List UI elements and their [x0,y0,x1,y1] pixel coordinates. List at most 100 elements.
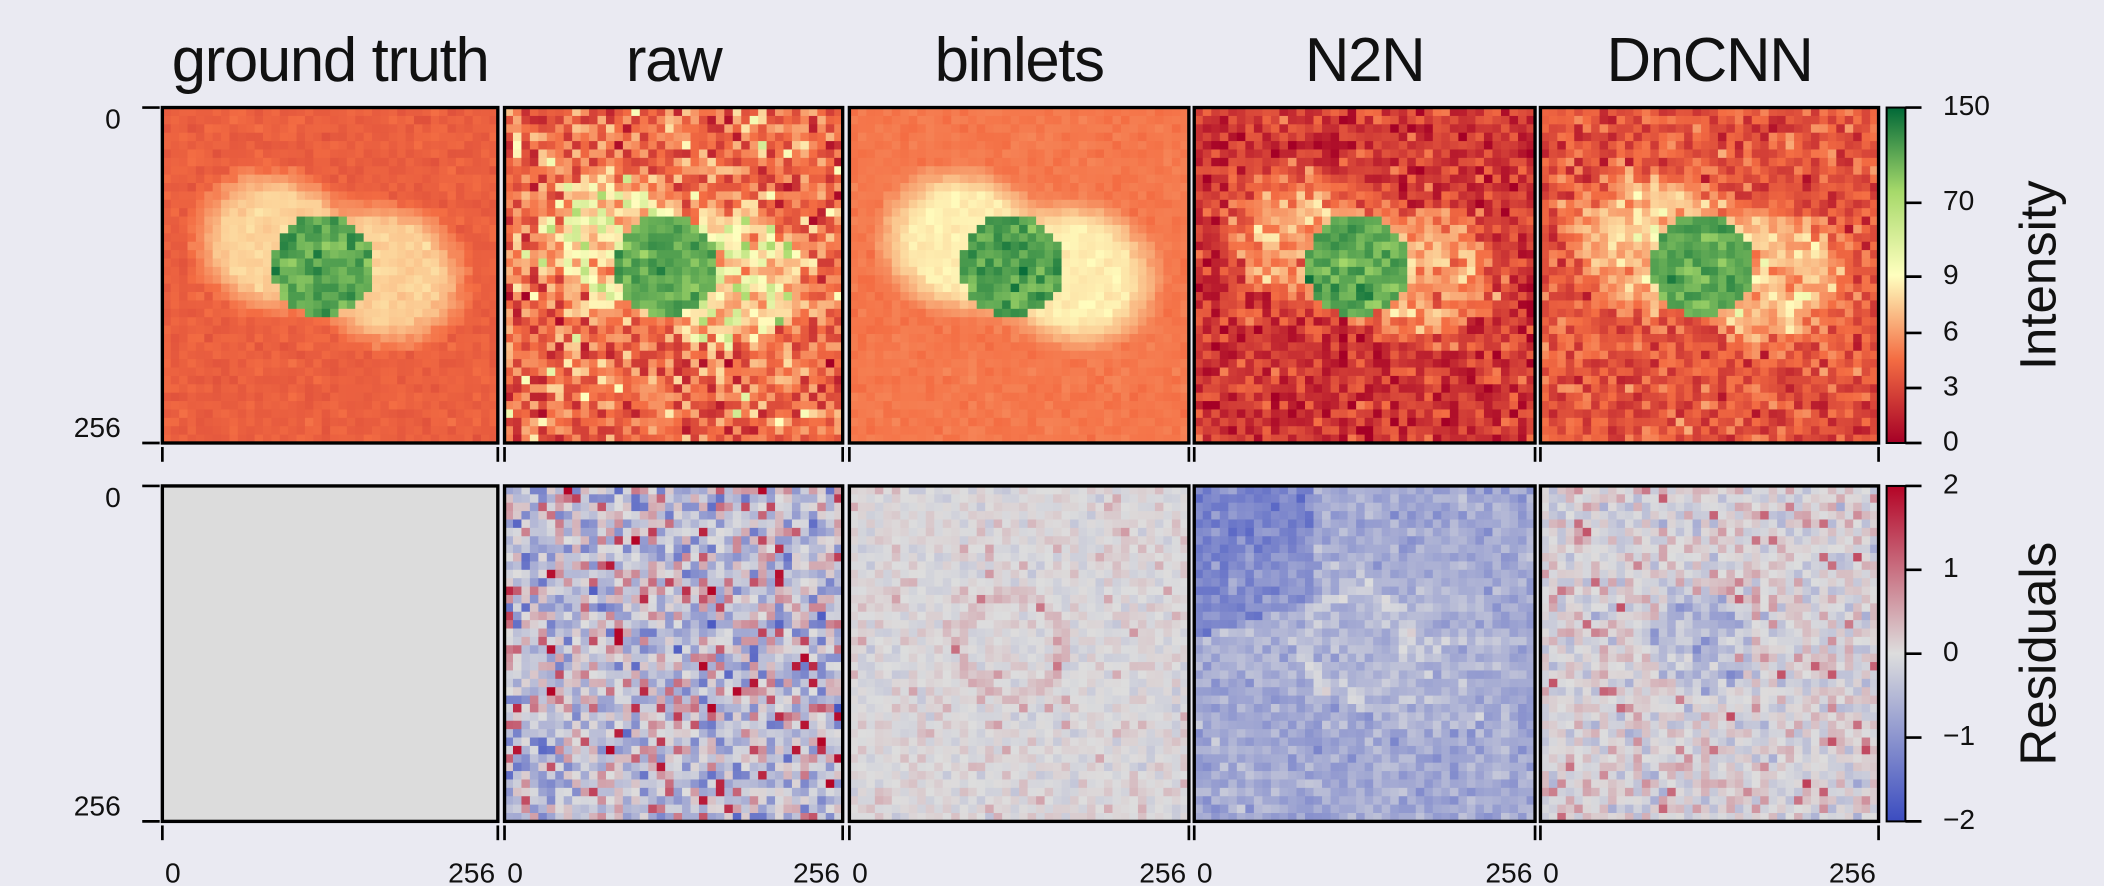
pixel [221,258,230,267]
pixel [648,578,657,587]
pixel [900,116,909,125]
pixel [389,217,398,226]
pixel [657,578,666,587]
pixel [657,561,666,570]
pixel [372,359,381,368]
pixel [614,587,623,596]
pixel [456,233,465,242]
pixel [406,368,415,377]
pixel [547,561,556,570]
pixel [716,746,725,755]
pixel [521,200,530,209]
residual-image [162,486,497,821]
pixel [521,612,530,621]
pixel [271,334,280,343]
pixel [733,233,742,242]
pixel [767,662,776,671]
pixel [758,796,767,805]
pixel [707,275,716,284]
pixel [322,376,331,385]
pixel [758,233,767,242]
pixel [691,141,700,150]
pixel [817,258,826,267]
pixel [564,242,573,251]
pixel [614,334,623,343]
pixel [389,208,398,217]
pixel [555,267,564,276]
pixel [330,158,339,167]
pixel [707,225,716,234]
pixel [338,116,347,125]
pixel [758,242,767,251]
pixel [750,704,759,713]
pixel [547,738,556,747]
pixel [238,124,247,133]
pixel [892,141,901,150]
pixel [606,603,615,612]
pixel [547,242,556,251]
pixel [817,116,826,125]
pixel [196,418,205,427]
pixel [724,771,733,780]
pixel [313,292,322,301]
pixel [707,166,716,175]
pixel [826,342,835,351]
pixel [589,754,598,763]
pixel [456,175,465,184]
pixel [682,351,691,360]
pixel [640,721,649,730]
pixel [682,503,691,512]
pixel [657,595,666,604]
pixel [572,570,581,579]
pixel [657,359,666,368]
pixel [623,603,632,612]
pixel [606,763,615,772]
pixel [406,342,415,351]
pixel [724,511,733,520]
pixel [330,191,339,200]
pixel [1146,124,1155,133]
pixel [724,426,733,435]
pixel [826,528,835,537]
pixel [817,149,826,158]
pixel [322,124,331,133]
pixel [581,191,590,200]
pixel [733,536,742,545]
pixel [297,191,306,200]
pixel [817,124,826,133]
pixel [397,342,406,351]
pixel [707,409,716,418]
pixel [640,587,649,596]
pixel [783,233,792,242]
pixel [691,133,700,142]
pixel [196,401,205,410]
pixel [439,300,448,309]
pixel [521,351,530,360]
pixel [691,629,700,638]
pixel [431,351,440,360]
pixel [397,384,406,393]
pixel [674,368,683,377]
pixel [448,334,457,343]
pixel [775,696,784,705]
pixel [322,300,331,309]
pixel [750,258,759,267]
pixel [750,284,759,293]
pixel [513,595,522,604]
pixel [809,670,818,679]
pixel [657,166,666,175]
pixel [521,578,530,587]
pixel [758,603,767,612]
pixel [623,158,632,167]
pixel [555,326,564,335]
pixel [724,309,733,318]
pixel [750,275,759,284]
pixel [330,133,339,142]
pixel [313,133,322,142]
pixel [513,217,522,226]
pixel [775,158,784,167]
pixel [716,426,725,435]
pixel [188,401,197,410]
pixel [741,503,750,512]
pixel [255,242,264,251]
